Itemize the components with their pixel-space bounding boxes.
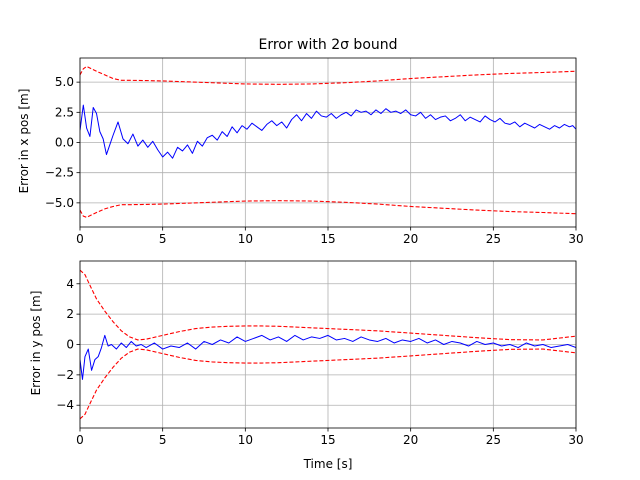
bottom-y-tick-label: 0 <box>66 338 74 352</box>
bottom-x-tick-label: 30 <box>568 433 583 447</box>
bottom-x-tick-label: 0 <box>76 433 84 447</box>
bottom-error-line <box>80 334 576 380</box>
top-x-tick-label: 25 <box>486 232 501 246</box>
bottom-x-tick-label: 15 <box>320 433 335 447</box>
bottom-lower-bound-line <box>80 348 576 420</box>
top-y-tick-label: −5.0 <box>45 196 74 210</box>
top-x-tick-label: 20 <box>403 232 418 246</box>
top-y-axis-label: Error in x pos [m] <box>17 89 31 194</box>
bottom-y-axis-label: Error in y pos [m] <box>29 291 43 396</box>
x-axis-label: Time [s] <box>303 457 353 471</box>
top-upper-bound-line <box>80 65 576 85</box>
top-lower-bound-line <box>80 200 576 218</box>
top-series-group <box>80 65 576 218</box>
bottom-upper-bound-line <box>80 269 576 341</box>
bottom-y-tick-label: −2 <box>56 368 74 382</box>
top-x-tick-label: 5 <box>159 232 167 246</box>
bottom-series-group <box>80 269 576 420</box>
bottom-x-tick-label: 25 <box>486 433 501 447</box>
bottom-x-tick-label: 20 <box>403 433 418 447</box>
top-y-tick-label: −2.5 <box>45 166 74 180</box>
top-x-tick-label: 10 <box>238 232 253 246</box>
bottom-x-tick-label: 5 <box>159 433 167 447</box>
bottom-y-tick-label: 4 <box>66 277 74 291</box>
bottom-axes: 0 5 10 15 20 25 30 −4 −2 0 2 4 <box>56 260 584 447</box>
top-x-tick-label: 0 <box>76 232 84 246</box>
top-y-tick-label: 2.5 <box>55 105 74 119</box>
bottom-y-tick-label: −4 <box>56 398 74 412</box>
top-error-line <box>80 104 576 159</box>
bottom-x-tick-label: 10 <box>238 433 253 447</box>
chart-title: Error with 2σ bound <box>258 37 397 53</box>
top-x-tick-label: 15 <box>320 232 335 246</box>
top-x-tick-label: 30 <box>568 232 583 246</box>
top-y-tick-label: 0.0 <box>55 136 74 150</box>
top-axes: 0 5 10 15 20 25 30 −5.0 −2.5 0.0 2.5 5.0 <box>45 57 584 246</box>
top-y-tick-label: 5.0 <box>55 75 74 89</box>
bottom-y-tick-label: 2 <box>66 307 74 321</box>
